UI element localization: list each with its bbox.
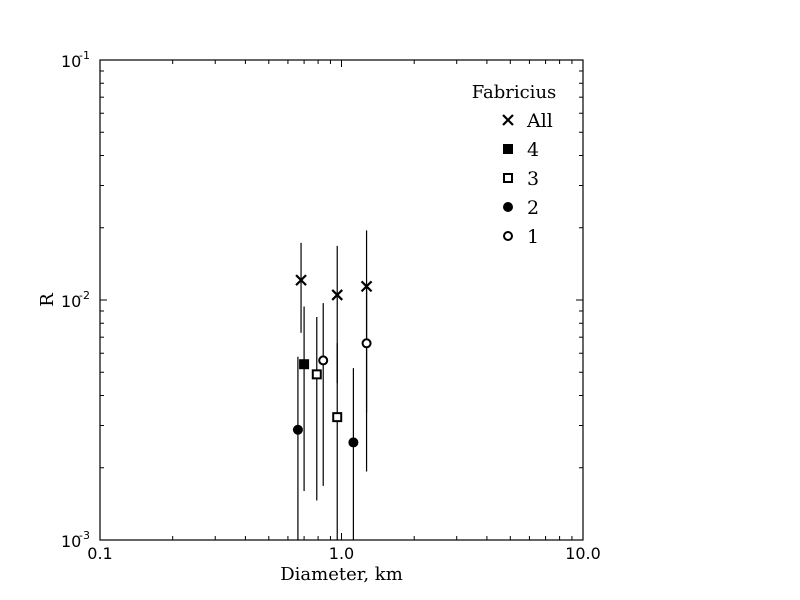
y-tick-base: 10 [61,52,81,71]
data-point [311,369,322,380]
x-tick-label: 10.0 [565,544,601,563]
legend-label: 2 [527,197,539,219]
legend-marker [503,173,513,183]
x-axis-title: Diameter, km [280,564,403,585]
data-point [299,359,310,370]
legend-title: Fabricius [472,82,557,103]
tick-labels: 0.1 1.0 10.010-310-210-1 [61,49,601,563]
y-tick-base: 10 [61,292,81,311]
y-tick-base: 10 [61,532,81,551]
legend-marker [503,231,513,241]
legend-label: 3 [527,168,539,190]
legend-marker [503,144,513,154]
legend: Fabricius All 4 3 2 1 [472,82,557,248]
error-bars [297,230,368,540]
legend-marker [502,114,514,126]
x-tick-label: 0.1 [87,544,112,563]
y-tick-label: 10-2 [61,289,90,311]
legend-label: 1 [527,226,539,248]
legend-item: 3 [503,168,539,190]
y-tick-exponent: -2 [79,289,90,302]
y-tick-exponent: -1 [79,49,90,62]
legend-label: All [526,110,553,132]
data-point [292,424,303,435]
legend-item: 4 [503,139,539,161]
y-tick-label: 10-1 [61,49,90,71]
legend-marker [503,202,513,212]
y-tick-label: 10-3 [61,529,90,551]
legend-label: 4 [527,139,539,161]
data-point [348,437,359,448]
y-axis-title: R [37,293,58,307]
data-point [360,280,373,293]
data-point [295,274,307,286]
data-point [332,412,343,423]
x-tick-label: 1.0 [329,544,354,563]
legend-item: 2 [503,197,539,219]
axis-ticks [99,59,584,541]
data-point [318,355,329,366]
data-point [331,289,343,301]
data-markers [292,274,373,448]
y-tick-exponent: -3 [79,529,90,542]
data-point [361,338,372,349]
legend-item: 1 [503,226,539,248]
legend-item: All [502,110,553,132]
